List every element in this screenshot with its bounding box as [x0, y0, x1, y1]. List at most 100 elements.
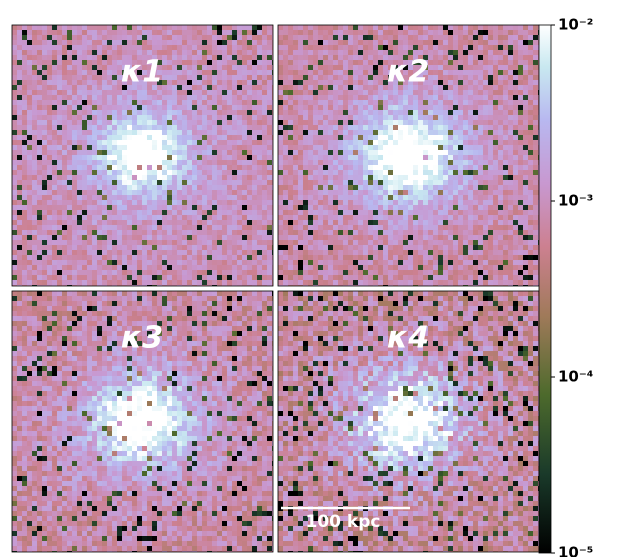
pixel	[428, 105, 433, 110]
pixel	[278, 30, 283, 35]
pixel	[368, 185, 373, 190]
pixel	[237, 260, 242, 265]
pixel	[433, 70, 438, 75]
pixel	[222, 50, 227, 55]
pixel	[283, 205, 288, 210]
pixel	[252, 270, 257, 275]
pixel	[232, 275, 237, 280]
pixel	[493, 180, 498, 185]
pixel	[187, 220, 192, 225]
pixel	[147, 185, 152, 190]
pixel	[478, 75, 483, 80]
pixel	[102, 50, 107, 55]
pixel	[323, 170, 328, 175]
pixel	[298, 170, 303, 175]
pixel	[17, 160, 22, 165]
pixel	[162, 190, 167, 195]
pixel	[398, 180, 403, 185]
pixel	[448, 120, 453, 125]
pixel	[112, 175, 117, 180]
pixel	[17, 180, 22, 185]
pixel	[117, 265, 122, 270]
pixel	[313, 195, 318, 200]
pixel	[37, 65, 42, 70]
pixel	[343, 135, 348, 140]
pixel	[488, 95, 493, 100]
pixel	[162, 165, 167, 170]
pixel	[242, 160, 247, 165]
pixel	[498, 225, 503, 230]
pixel	[267, 70, 272, 75]
pixel	[32, 65, 37, 70]
pixel	[383, 80, 388, 85]
pixel	[177, 70, 182, 75]
pixel	[42, 80, 47, 85]
pixel	[147, 90, 152, 95]
pixel	[298, 45, 303, 50]
pixel	[438, 155, 443, 160]
pixel	[87, 250, 92, 255]
pixel	[172, 40, 177, 45]
pixel	[453, 190, 458, 195]
pixel	[222, 65, 227, 70]
pixel	[137, 205, 142, 210]
pixel	[348, 80, 353, 85]
pixel	[242, 150, 247, 155]
pixel	[272, 30, 273, 35]
pixel	[488, 130, 493, 135]
pixel	[523, 150, 528, 155]
pixel	[142, 55, 147, 60]
pixel	[468, 100, 473, 105]
pixel	[443, 215, 448, 220]
pixel	[272, 115, 273, 120]
pixel	[237, 200, 242, 205]
pixel	[448, 165, 453, 170]
pixel	[252, 195, 257, 200]
pixel	[217, 235, 222, 240]
pixel	[62, 45, 67, 50]
pixel	[533, 150, 538, 155]
pixel	[473, 180, 478, 185]
pixel	[37, 30, 42, 35]
pixel	[137, 150, 142, 155]
pixel	[508, 220, 513, 225]
pixel	[272, 35, 273, 40]
pixel	[328, 135, 333, 140]
pixel	[177, 240, 182, 245]
pixel	[172, 175, 177, 180]
pixel	[272, 100, 273, 105]
pixel	[172, 180, 177, 185]
pixel	[212, 280, 217, 285]
pixel	[152, 260, 157, 265]
pixel	[503, 165, 508, 170]
pixel	[242, 170, 247, 175]
pixel	[262, 235, 267, 240]
pixel	[127, 110, 132, 115]
pixel	[207, 110, 212, 115]
pixel	[398, 60, 403, 65]
pixel	[232, 210, 237, 215]
pixel	[37, 280, 42, 285]
pixel	[32, 245, 37, 250]
pixel	[423, 210, 428, 215]
pixel	[313, 65, 318, 70]
pixel	[237, 40, 242, 45]
pixel	[52, 225, 57, 230]
pixel	[142, 110, 147, 115]
pixel	[92, 130, 97, 135]
pixel	[32, 85, 37, 90]
pixel	[167, 25, 172, 30]
pixel	[252, 100, 257, 105]
pixel	[102, 260, 107, 265]
pixel	[303, 230, 308, 235]
pixel	[338, 170, 343, 175]
pixel	[333, 50, 338, 55]
pixel	[47, 220, 52, 225]
pixel	[172, 85, 177, 90]
pixel	[222, 170, 227, 175]
pixel	[217, 220, 222, 225]
pixel	[478, 80, 483, 85]
pixel	[353, 120, 358, 125]
pixel	[458, 30, 463, 35]
pixel	[252, 275, 257, 280]
